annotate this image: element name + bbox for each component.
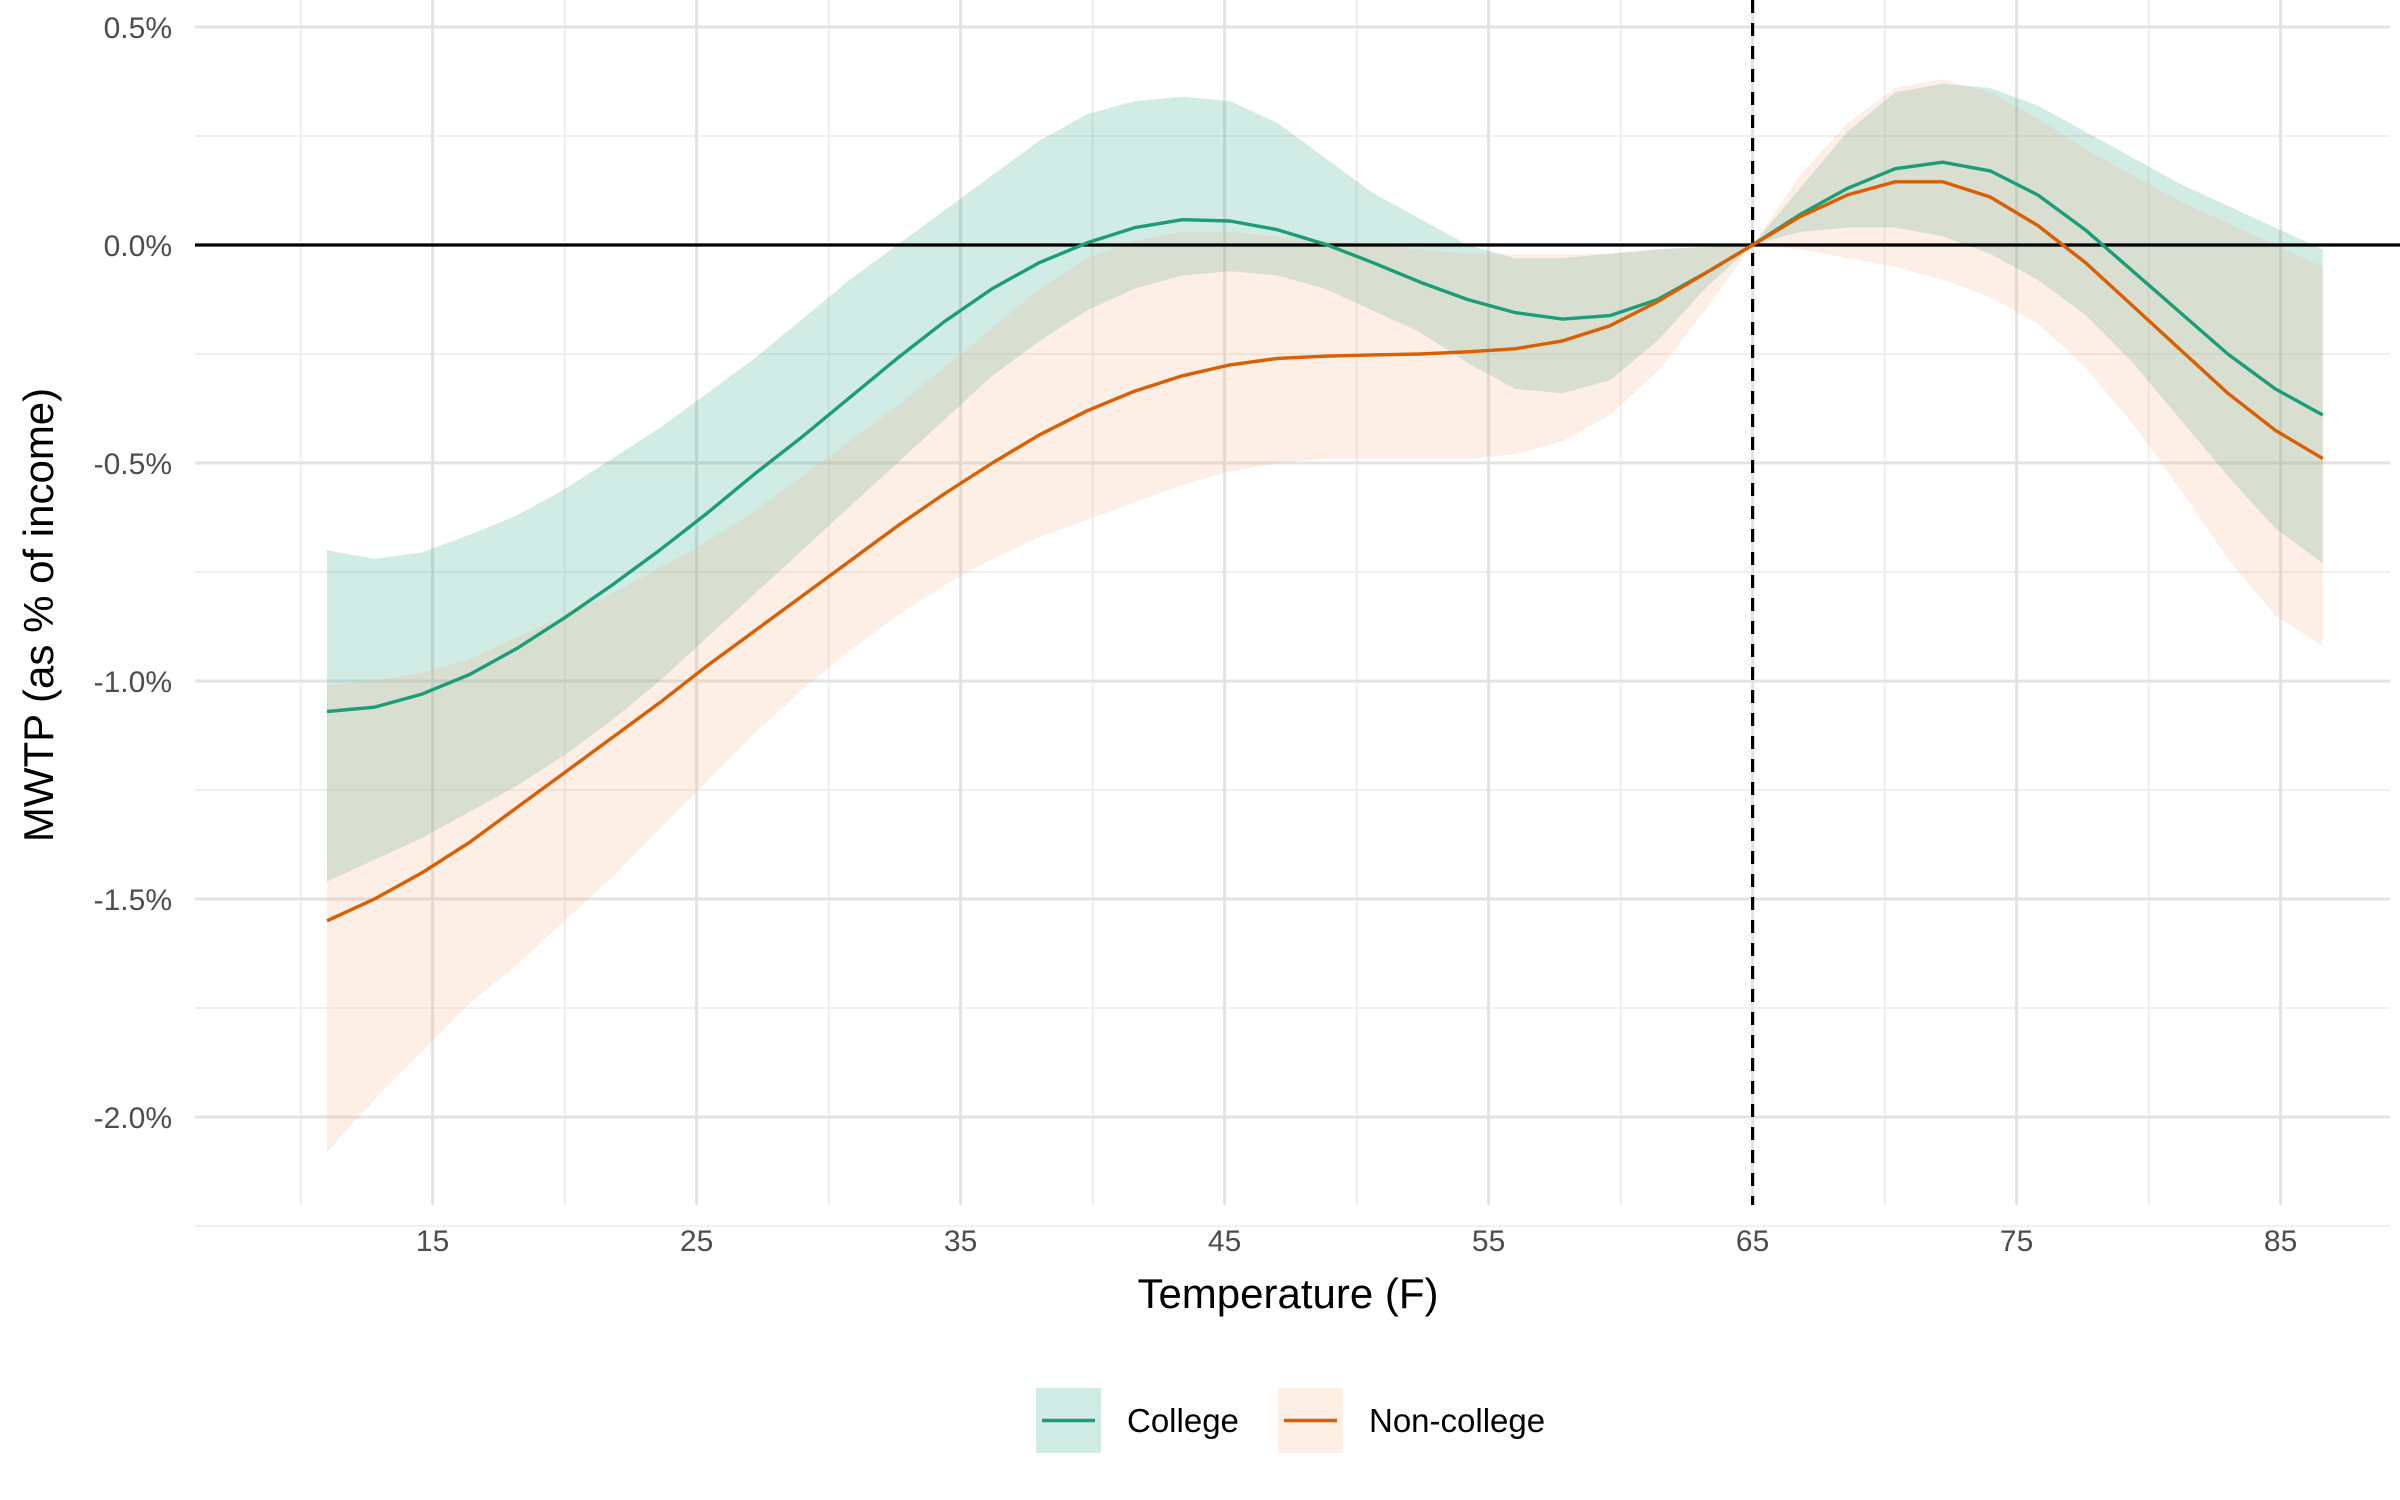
- series-lines: [326, 160, 2324, 923]
- x-tick-label: 15: [416, 1225, 449, 1258]
- y-tick-label: 0.0%: [104, 230, 172, 263]
- x-tick-label: 25: [680, 1225, 713, 1258]
- x-axis-title: Temperature (F): [1137, 1270, 1438, 1317]
- legend-label: College: [1127, 1402, 1239, 1439]
- x-tick-label: 55: [1472, 1225, 1505, 1258]
- y-tick-label: 0.5%: [104, 12, 172, 45]
- x-tick-label: 85: [2264, 1225, 2297, 1258]
- y-axis-title: MWTP (as % of income): [15, 388, 62, 842]
- x-tick-label: 65: [1736, 1225, 1769, 1258]
- x-tick-label: 35: [944, 1225, 977, 1258]
- legend-label: Non-college: [1369, 1402, 1545, 1439]
- y-tick-label: -2.0%: [94, 1102, 172, 1135]
- confidence-band-non-college: [327, 79, 2323, 1152]
- tick-labels: 15 25 35 45 55 65 75 85 0.5% 0.0% -0.5% -1.0% -1.5% -…: [94, 12, 2298, 1258]
- x-tick-label: 45: [1208, 1225, 1241, 1258]
- confidence-bands: [327, 79, 2323, 1152]
- x-tick-label: 75: [2000, 1225, 2033, 1258]
- y-tick-label: -0.5%: [94, 448, 172, 481]
- reference-lines: [195, 0, 2400, 1205]
- grid-layer: [195, 0, 2390, 1227]
- legend: College Non-college: [1036, 1388, 1545, 1453]
- y-tick-label: -1.0%: [94, 666, 172, 699]
- series-line-non-college: [326, 180, 2324, 923]
- y-tick-label: -1.5%: [94, 884, 172, 917]
- series-line-college: [326, 160, 2324, 714]
